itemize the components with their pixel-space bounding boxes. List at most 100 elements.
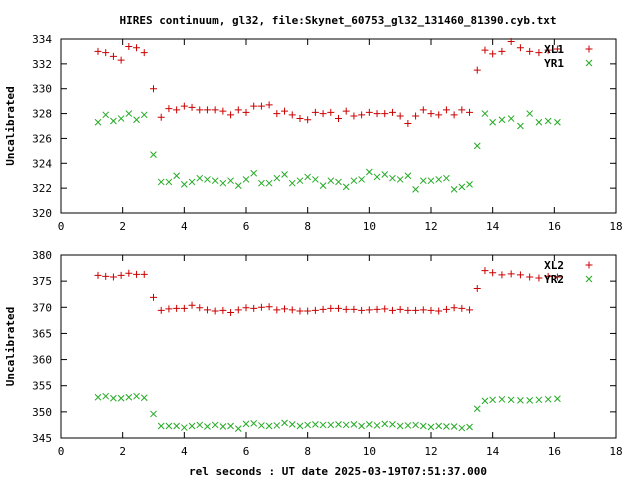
data-point — [94, 271, 102, 279]
data-point — [204, 176, 211, 183]
x-tick-label: 18 — [609, 445, 622, 458]
data-point — [507, 37, 515, 45]
data-point — [273, 422, 281, 429]
data-point — [102, 392, 110, 400]
data-point — [125, 269, 133, 277]
data-point — [94, 118, 102, 126]
data-point — [304, 421, 312, 429]
y-tick-label: 345 — [32, 432, 52, 445]
data-point — [435, 176, 443, 183]
data-point — [458, 424, 466, 432]
y-axis-label: Uncalibrated — [4, 307, 17, 386]
legend-marker — [585, 261, 593, 269]
data-point — [342, 305, 350, 313]
data-point — [517, 122, 524, 130]
data-point — [296, 422, 304, 430]
data-point — [304, 307, 312, 315]
data-point — [180, 424, 188, 431]
data-point — [125, 110, 133, 117]
data-point — [419, 306, 427, 314]
data-point — [373, 422, 381, 429]
data-point — [117, 56, 125, 64]
data-point — [481, 267, 489, 275]
plot-frame — [60, 254, 617, 439]
data-point — [304, 173, 312, 181]
series-XL1 — [94, 37, 561, 128]
data-point — [265, 422, 273, 430]
data-point — [396, 176, 404, 183]
data-point — [102, 111, 110, 119]
data-point — [350, 305, 358, 313]
data-point — [203, 306, 211, 314]
data-point — [350, 112, 358, 120]
data-point — [296, 115, 304, 123]
data-point — [150, 293, 157, 301]
x-tick-label: 4 — [181, 220, 188, 233]
data-point — [273, 306, 281, 314]
legend-label: XL2 — [544, 259, 564, 272]
data-point — [489, 118, 497, 126]
data-point — [481, 397, 489, 405]
data-point — [219, 179, 227, 187]
data-point — [535, 49, 543, 57]
data-point — [396, 305, 404, 313]
legend-label: XL1 — [544, 43, 564, 56]
data-point — [165, 422, 173, 430]
data-point — [188, 301, 196, 309]
data-point — [365, 108, 373, 116]
data-point — [196, 106, 204, 114]
data-point — [489, 50, 497, 58]
data-point — [312, 421, 319, 428]
data-point — [250, 169, 258, 177]
x-tick-label: 2 — [119, 445, 126, 458]
data-point — [288, 111, 296, 119]
data-point — [466, 306, 474, 314]
data-point — [466, 423, 473, 431]
data-point — [140, 111, 148, 119]
data-point — [273, 110, 281, 118]
data-point — [553, 45, 561, 53]
data-point — [110, 117, 117, 125]
data-point — [150, 410, 157, 418]
data-point — [396, 422, 404, 430]
y-tick-label: 332 — [32, 58, 52, 71]
data-point — [350, 177, 358, 185]
data-point — [250, 304, 258, 312]
data-point — [180, 181, 188, 188]
data-point — [227, 111, 235, 119]
data-point — [173, 422, 180, 430]
data-point — [396, 112, 404, 120]
data-point — [109, 52, 117, 60]
data-point — [526, 397, 534, 404]
data-point — [358, 422, 365, 430]
data-point — [427, 423, 435, 431]
data-point — [335, 421, 342, 428]
data-point — [319, 182, 327, 190]
data-point — [535, 274, 543, 282]
data-point — [473, 142, 481, 150]
x-tick-label: 6 — [243, 445, 250, 458]
y-tick-label: 326 — [32, 132, 52, 145]
x-tick-label: 4 — [181, 445, 188, 458]
x-tick-label: 10 — [363, 220, 376, 233]
legend-marker — [585, 45, 593, 53]
data-point — [358, 176, 365, 183]
data-point — [234, 425, 242, 432]
x-tick-label: 10 — [363, 445, 376, 458]
data-point — [242, 304, 250, 312]
data-point — [419, 422, 427, 430]
data-point — [342, 107, 350, 115]
data-point — [435, 111, 443, 119]
data-point — [516, 44, 524, 52]
legend-label: YR2 — [544, 273, 564, 286]
data-point — [281, 305, 289, 313]
data-point — [219, 423, 227, 430]
y-tick-label: 380 — [32, 249, 52, 262]
data-point — [319, 305, 327, 313]
data-point — [196, 174, 204, 182]
y-tick-label: 322 — [32, 182, 52, 195]
y-tick-label: 365 — [32, 327, 52, 340]
data-point — [381, 110, 389, 118]
data-point — [443, 423, 450, 430]
